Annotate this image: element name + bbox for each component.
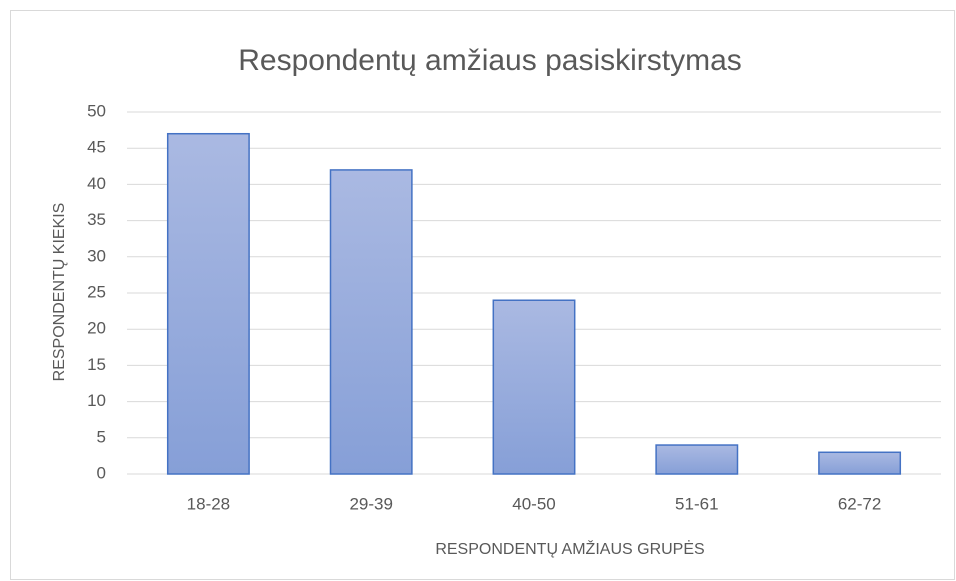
y-tick-label: 5	[97, 427, 106, 446]
x-axis-label: RESPONDENTŲ AMŽIAUS GRUPĖS	[435, 539, 704, 558]
x-tick-label: 18-28	[187, 494, 230, 513]
x-tick-label: 40-50	[512, 494, 555, 513]
y-tick-label: 25	[87, 282, 106, 301]
y-tick-label: 35	[87, 210, 106, 229]
bar	[329, 169, 413, 475]
bar	[818, 451, 902, 475]
bar	[655, 444, 739, 475]
y-tick-label: 20	[87, 319, 106, 338]
x-tick-label: 29-39	[349, 494, 392, 513]
y-tick-label: 0	[97, 463, 106, 482]
chart-title: Respondentų amžiaus pasiskirstymas	[238, 44, 742, 77]
y-tick-label: 50	[87, 101, 106, 120]
y-axis-label: RESPONDENTŲ KIEKIS	[51, 203, 68, 382]
y-tick-label: 10	[87, 391, 106, 410]
y-tick-label: 40	[87, 174, 106, 193]
chart-border	[10, 10, 955, 580]
x-tick-label: 62-72	[838, 494, 881, 513]
bar	[166, 132, 250, 475]
y-tick-label: 30	[87, 246, 106, 265]
y-tick-label: 45	[87, 138, 106, 157]
x-tick-label: 51-61	[675, 494, 718, 513]
y-tick-label: 15	[87, 355, 106, 374]
bar	[492, 299, 576, 475]
